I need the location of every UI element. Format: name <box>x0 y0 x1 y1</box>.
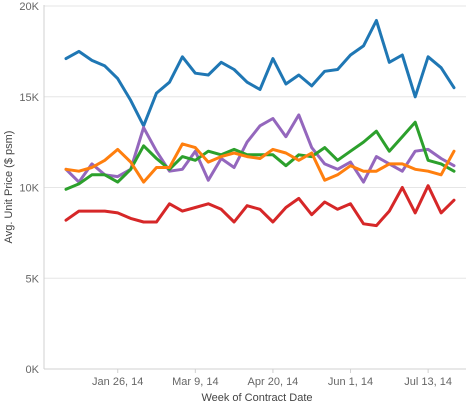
y-tick-label: 5K <box>26 273 40 285</box>
x-tick-label: Apr 20, 14 <box>248 376 299 388</box>
series-lines <box>64 19 456 228</box>
y-tick-label: 20K <box>19 1 39 13</box>
x-tick-label: Jun 1, 14 <box>328 376 373 388</box>
x-tick-label: Jul 13, 14 <box>404 376 452 388</box>
y-tick-label: 15K <box>19 92 39 104</box>
series-line-2 <box>64 113 456 184</box>
y-axis-ticks: 0K 5K 10K 15K 20K <box>19 1 39 376</box>
y-tick-label: 0K <box>26 364 40 376</box>
series-line-1 <box>64 19 456 128</box>
series-line-3 <box>64 120 456 191</box>
x-tick-label: Mar 9, 14 <box>172 376 218 388</box>
x-tick-label: Jan 26, 14 <box>92 376 143 388</box>
x-axis-title: Week of Contract Date <box>201 392 312 404</box>
series-line-5 <box>64 184 456 228</box>
x-axis-ticks: Jan 26, 14 Mar 9, 14 Apr 20, 14 Jun 1, 14 Ju… <box>92 369 452 388</box>
gridlines <box>44 5 466 279</box>
series-line-4 <box>64 142 456 184</box>
y-axis-title: Avg. Unit Price ($ psm) <box>3 131 15 244</box>
y-tick-label: 10K <box>19 183 39 195</box>
